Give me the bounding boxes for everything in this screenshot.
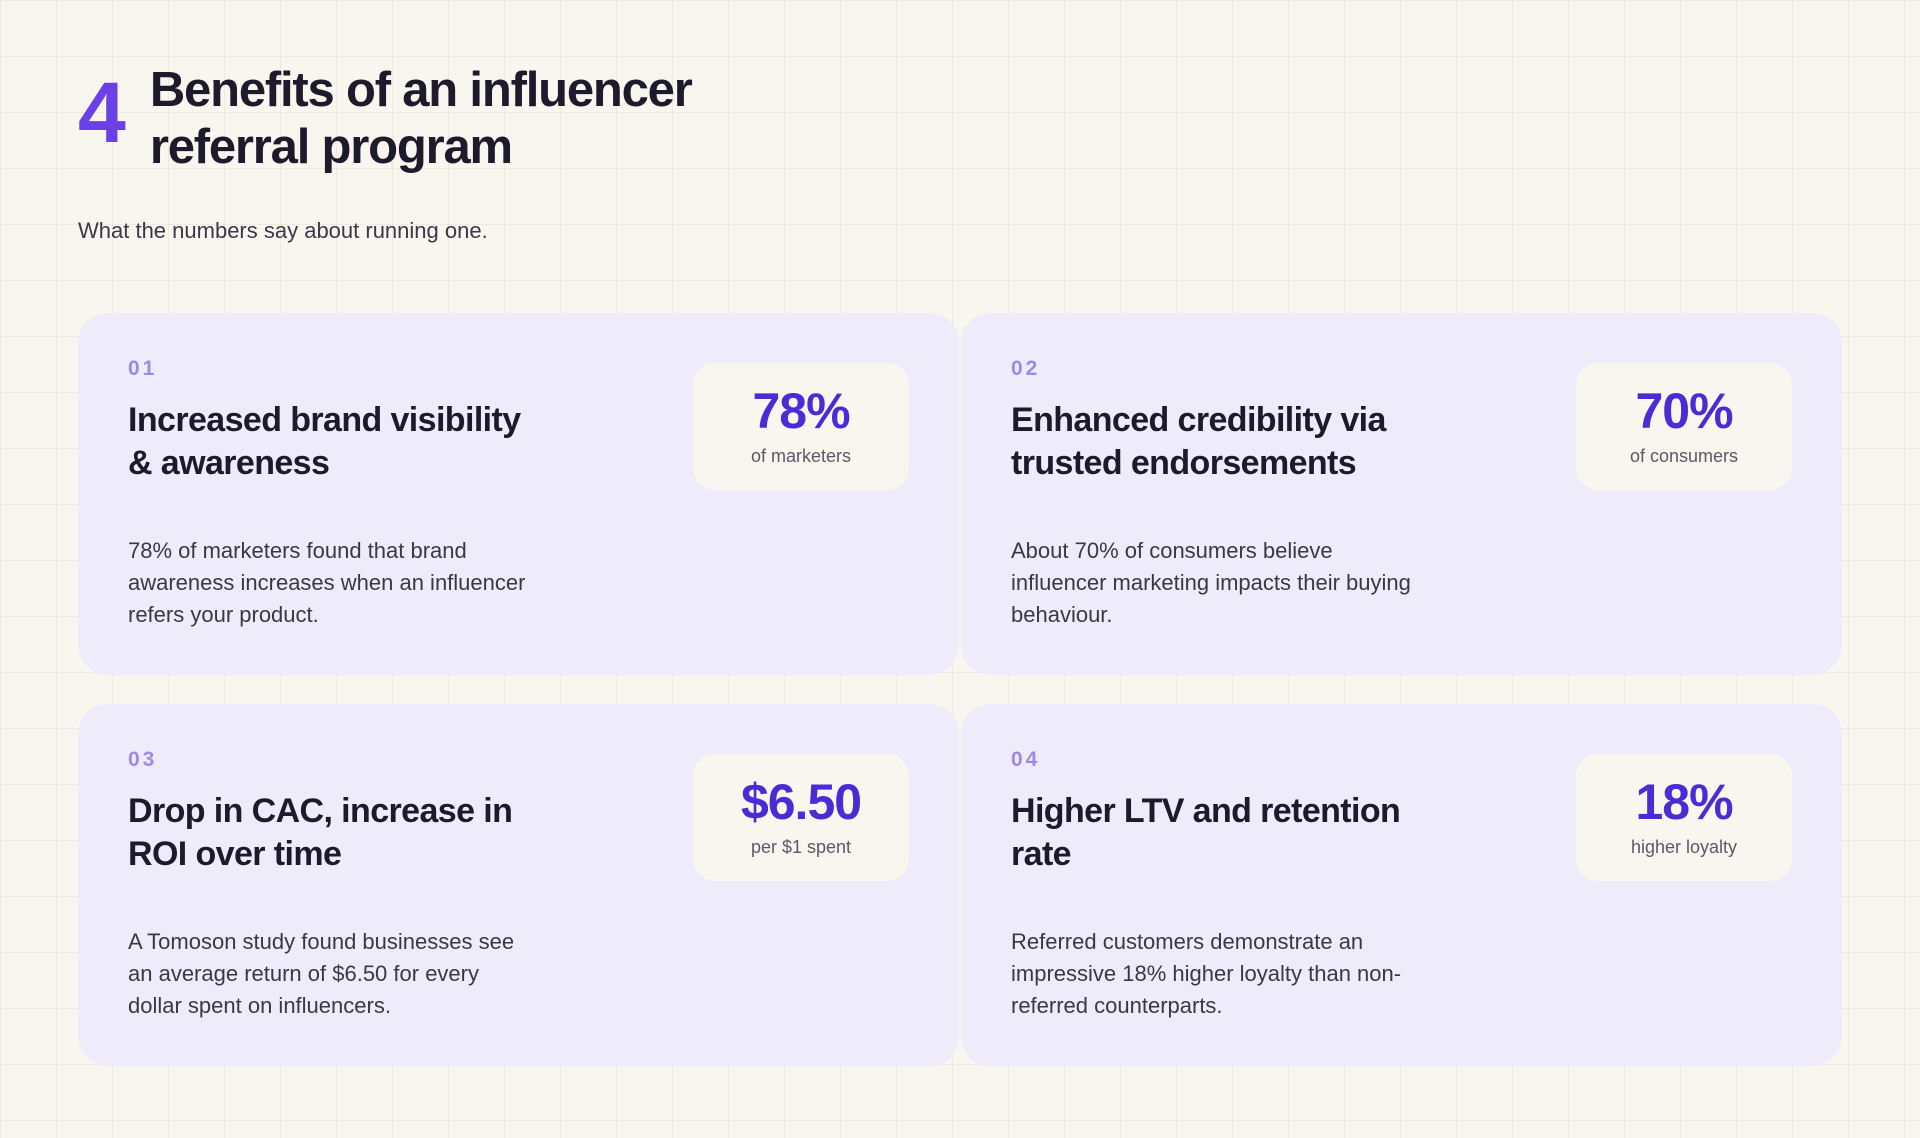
card-title: Higher LTV and retention rate — [1011, 792, 1401, 873]
card-description: Referred customers demonstrate an impres… — [1011, 929, 1402, 1018]
card-title: Drop in CAC, increase in ROI over time — [128, 792, 513, 873]
benefit-card-3: 03 Drop in CAC, increase in ROI over tim… — [78, 704, 959, 1066]
stat-value: 78% — [752, 383, 850, 439]
stat-caption: per $1 spent — [750, 837, 852, 857]
card-index: 04 — [1011, 748, 1041, 771]
card-title: Enhanced credibility via trusted endorse… — [1011, 401, 1386, 482]
card-index: 03 — [128, 748, 158, 771]
benefit-card-2: 02 Enhanced credibility via trusted endo… — [961, 313, 1842, 675]
card-title: Increased brand visibility & awareness — [128, 401, 521, 482]
stat-box: $6.50 per $1 spent — [693, 754, 909, 881]
stat-box: 18% higher loyalty — [1576, 754, 1792, 881]
page-subtitle: What the numbers say about running one. — [78, 218, 488, 243]
page-title: Benefits of an influencer referral progr… — [149, 63, 693, 174]
card-index: 01 — [128, 357, 158, 380]
benefits-grid: 01 Increased brand visibility & awarenes… — [78, 313, 1842, 1066]
card-description: 78% of marketers found that brand awaren… — [128, 538, 526, 627]
card-description: About 70% of consumers believe influence… — [1011, 538, 1411, 627]
stat-value: $6.50 — [740, 774, 862, 830]
stat-value: 70% — [1635, 383, 1733, 439]
stat-box: 70% of consumers — [1576, 363, 1792, 490]
stat-caption: of marketers — [750, 446, 852, 466]
benefit-card-1: 01 Increased brand visibility & awarenes… — [78, 313, 959, 675]
stat-caption: of consumers — [1629, 446, 1739, 466]
card-description: A Tomoson study found businesses see an … — [128, 929, 515, 1018]
section-number: 4 — [78, 65, 126, 161]
stat-box: 78% of marketers — [693, 363, 909, 490]
card-index: 02 — [1011, 357, 1041, 380]
benefit-card-4: 04 Higher LTV and retention rate Referre… — [961, 704, 1842, 1066]
page-header: 4 Benefits of an influencer referral pro… — [78, 62, 770, 176]
stat-caption: higher loyalty — [1630, 837, 1738, 857]
stat-value: 18% — [1635, 774, 1733, 830]
